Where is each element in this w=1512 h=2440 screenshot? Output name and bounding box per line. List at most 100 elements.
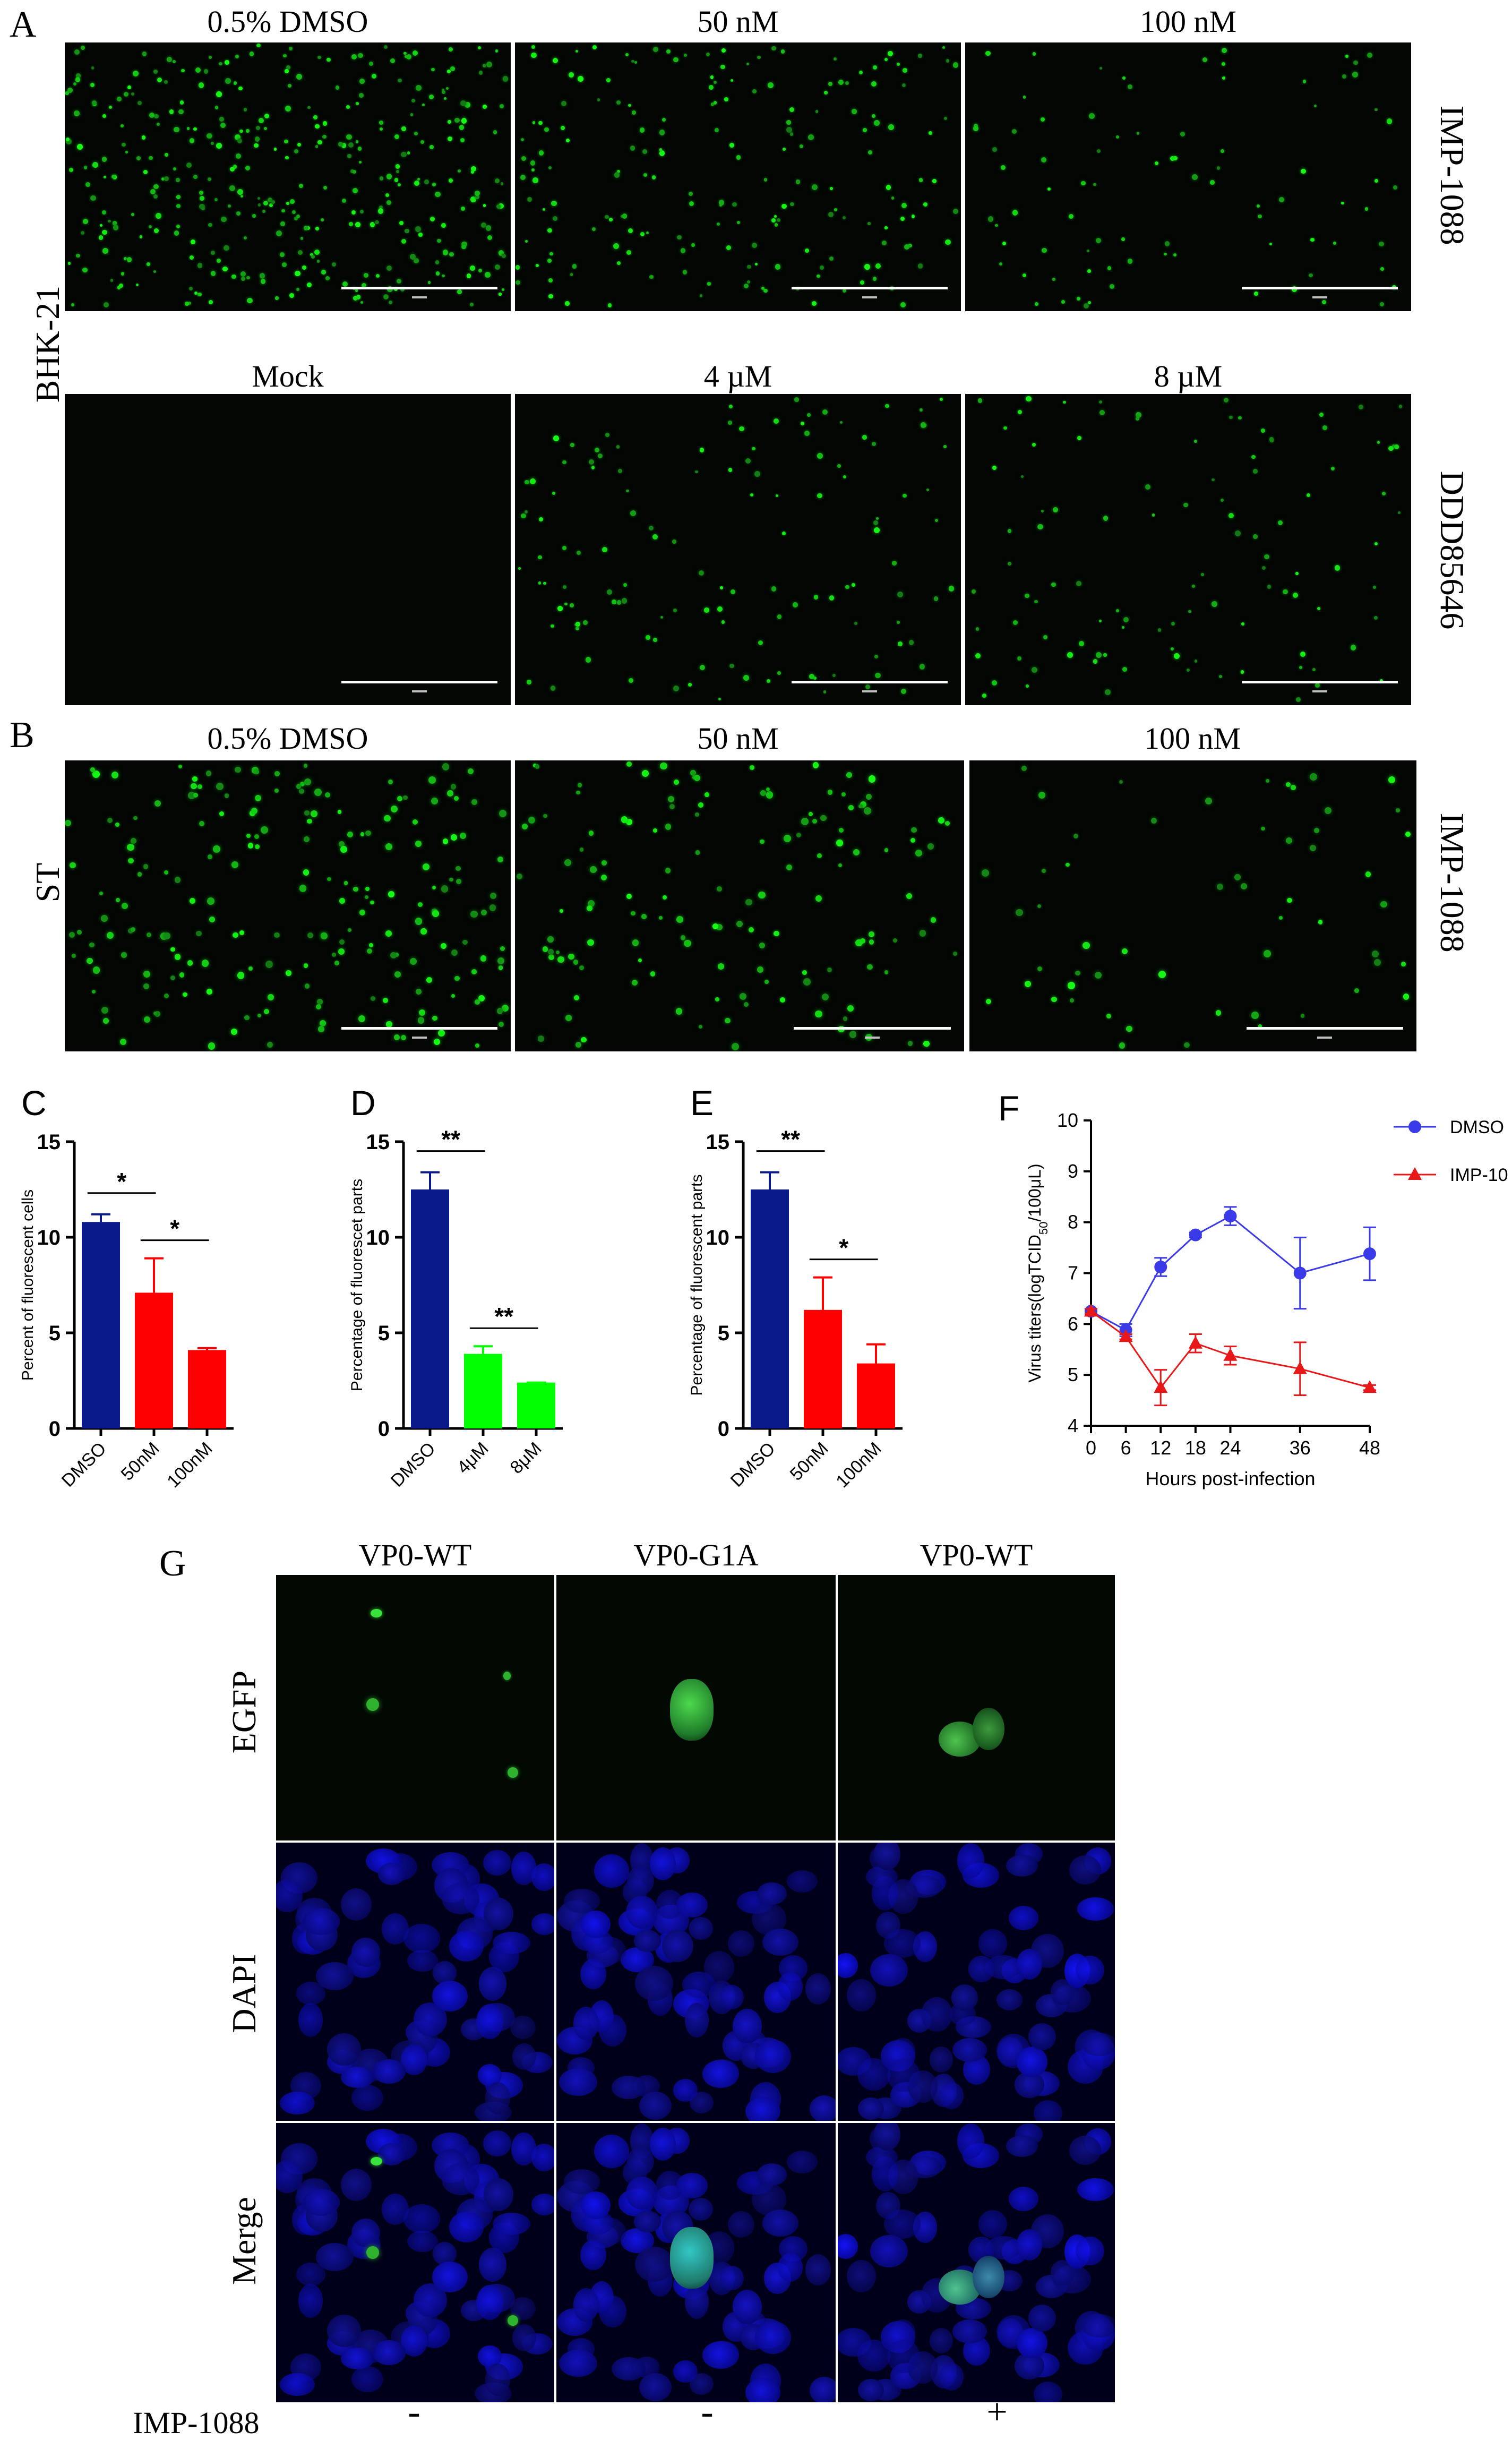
fluorescent-cell xyxy=(485,272,491,278)
fluorescent-cell xyxy=(975,653,981,658)
fluorescent-cell xyxy=(292,210,296,214)
fluorescent-cell xyxy=(150,189,156,194)
fluorescent-cell xyxy=(431,798,438,805)
fluorescent-cell xyxy=(487,235,492,240)
fluorescent-cell xyxy=(264,113,270,119)
fluorescent-cell xyxy=(557,956,564,963)
fluorescent-cell xyxy=(358,147,362,151)
fluorescent-cell xyxy=(817,853,822,859)
fluorescent-cell xyxy=(550,686,556,691)
fluorescent-cell xyxy=(1170,156,1175,161)
fluorescent-cell xyxy=(195,67,201,73)
fluorescent-cell xyxy=(1220,499,1224,502)
fluorescent-cell xyxy=(285,156,289,160)
fluorescent-cell xyxy=(441,885,449,893)
fluorescent-cell xyxy=(255,136,260,142)
fluorescent-cell xyxy=(565,301,570,306)
chart-panel-letter: D xyxy=(350,1083,376,1123)
fluorescent-cell xyxy=(1194,660,1198,663)
compound-label: DDD85646 xyxy=(1433,470,1471,630)
fluorescent-cell xyxy=(1106,1014,1111,1019)
fluorescent-cell xyxy=(784,834,792,842)
fluorescent-cell xyxy=(405,228,409,234)
fluorescent-cell xyxy=(631,911,635,916)
fluorescent-cell xyxy=(1374,959,1381,966)
fluorescent-cell xyxy=(908,243,912,248)
treatment-sign: + xyxy=(986,2392,1008,2433)
nucleus xyxy=(952,2319,987,2343)
fluorescent-cell xyxy=(179,972,185,978)
fluorescent-cell xyxy=(743,283,749,289)
fluorescent-cell xyxy=(746,62,750,65)
fluorescent-cell xyxy=(646,231,649,234)
fluorescent-cell xyxy=(827,790,833,795)
micrograph xyxy=(515,760,964,1051)
fluorescent-cell xyxy=(432,886,436,890)
fluorescent-cell xyxy=(642,149,648,155)
fluorescent-cell xyxy=(466,273,471,278)
fluorescent-cell xyxy=(416,988,422,995)
fluorescent-cell xyxy=(1067,652,1073,658)
nucleus xyxy=(340,1888,372,1921)
fluorescent-cell xyxy=(537,1035,544,1042)
fluorescent-cell xyxy=(1051,582,1056,587)
data-point xyxy=(1154,1380,1168,1393)
y-tick-label: 15 xyxy=(366,1131,390,1154)
nucleus xyxy=(957,1843,985,1878)
fluorescent-cell xyxy=(202,960,209,967)
fluorescent-cell xyxy=(700,448,705,452)
nucleus xyxy=(805,2254,831,2285)
fluorescent-cell xyxy=(445,87,449,90)
fluorescent-cell xyxy=(74,49,80,55)
fluorescent-cell xyxy=(224,793,229,798)
fluorescent-cell xyxy=(216,143,222,149)
fluorescent-cell xyxy=(235,55,239,59)
fluorescent-cell xyxy=(1077,435,1081,440)
fluorescent-cell xyxy=(130,927,136,932)
fluorescent-cell xyxy=(1017,656,1021,661)
fluorescent-cell xyxy=(680,247,686,253)
fluorescent-cell xyxy=(548,954,555,961)
fluorescent-cell xyxy=(248,843,254,849)
fluorescent-cell xyxy=(761,287,764,290)
fluorescent-cell xyxy=(530,160,535,166)
fluorescent-cell xyxy=(1341,202,1344,205)
fluorescent-cell xyxy=(379,121,383,125)
y-tick-label: 0 xyxy=(718,1417,729,1441)
fluorescent-cell xyxy=(1386,118,1393,124)
fluorescent-cell xyxy=(263,126,267,130)
fluorescent-cell xyxy=(1285,782,1291,787)
fluorescent-cell xyxy=(1279,197,1285,203)
fluorescent-cell xyxy=(839,827,844,833)
fluorescent-cell xyxy=(461,241,467,247)
cell-line-label: BHK-21 xyxy=(29,285,66,403)
fluorescent-cell xyxy=(860,280,865,285)
fluorescent-cell xyxy=(921,422,926,428)
fluorescent-cell xyxy=(868,775,875,783)
fluorescent-cell xyxy=(891,196,895,200)
fluorescent-cell xyxy=(304,983,310,989)
fluorescent-cell xyxy=(904,244,910,250)
fluorescent-cell xyxy=(192,776,197,782)
fluorescent-cell xyxy=(837,464,841,468)
nucleus xyxy=(662,1929,693,1962)
fluorescent-cell xyxy=(320,1020,327,1026)
fluorescent-cell xyxy=(325,276,330,281)
merge-image xyxy=(838,2123,1115,2402)
fluorescent-cell xyxy=(865,794,872,800)
fluorescent-cell xyxy=(356,295,361,299)
fluorescent-cell xyxy=(1287,898,1292,903)
dapi-image xyxy=(556,1843,836,2121)
micrograph xyxy=(65,42,511,311)
fluorescent-cell xyxy=(396,164,400,169)
fluorescent-cell xyxy=(414,180,419,186)
fluorescent-cell xyxy=(1184,1042,1190,1048)
fluorescent-cell xyxy=(764,178,768,182)
nucleus xyxy=(846,1979,876,2011)
bar xyxy=(82,1222,120,1428)
scale-bar-caption xyxy=(862,296,877,298)
fluorescent-cell xyxy=(884,226,888,229)
fluorescent-cell xyxy=(903,68,907,73)
fluorescent-cell xyxy=(900,302,906,308)
nucleus xyxy=(1077,2178,1114,2202)
